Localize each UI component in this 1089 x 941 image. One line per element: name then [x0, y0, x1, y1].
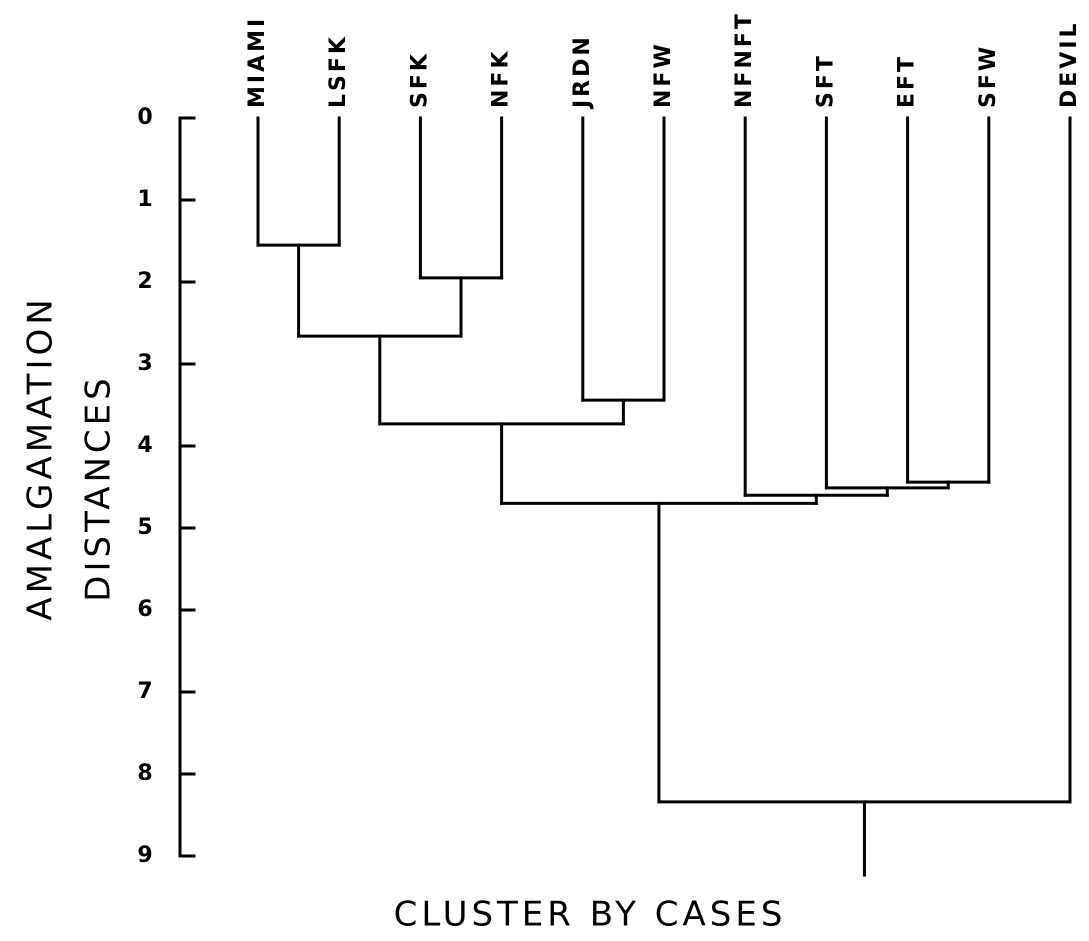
y-tick-label: 7 — [137, 679, 152, 704]
y-tick-label: 6 — [137, 597, 152, 622]
leaf-label: NFK — [489, 49, 514, 109]
leaf-label: SFW — [976, 44, 1001, 108]
y-axis-label: DISTANCES — [79, 374, 119, 601]
y-tick-label: 4 — [137, 433, 152, 458]
leaf-label: NFW — [651, 41, 676, 108]
leaf-label: EFT — [895, 54, 920, 108]
y-tick-label: 5 — [137, 515, 152, 540]
leaf-label: SFK — [407, 51, 432, 108]
y-tick-label: 8 — [137, 761, 152, 786]
leaf-label: SFT — [813, 53, 838, 108]
leaf-label: LSFK — [326, 34, 351, 108]
y-tick-label: 3 — [137, 351, 152, 376]
y-axis-label: AMALGAMATION — [21, 295, 61, 620]
y-tick-label: 0 — [137, 105, 152, 130]
y-tick-label: 1 — [137, 187, 152, 212]
leaf-label: JRDN — [570, 34, 595, 110]
leaf-label: NFNFT — [732, 11, 757, 108]
x-axis-label: CLUSTER BY CASES — [394, 895, 787, 935]
y-tick-label: 9 — [137, 843, 152, 868]
y-tick-label: 2 — [137, 269, 152, 294]
leaf-label: DEVIL — [1057, 20, 1082, 108]
leaf-label: MIAMI — [245, 16, 270, 108]
